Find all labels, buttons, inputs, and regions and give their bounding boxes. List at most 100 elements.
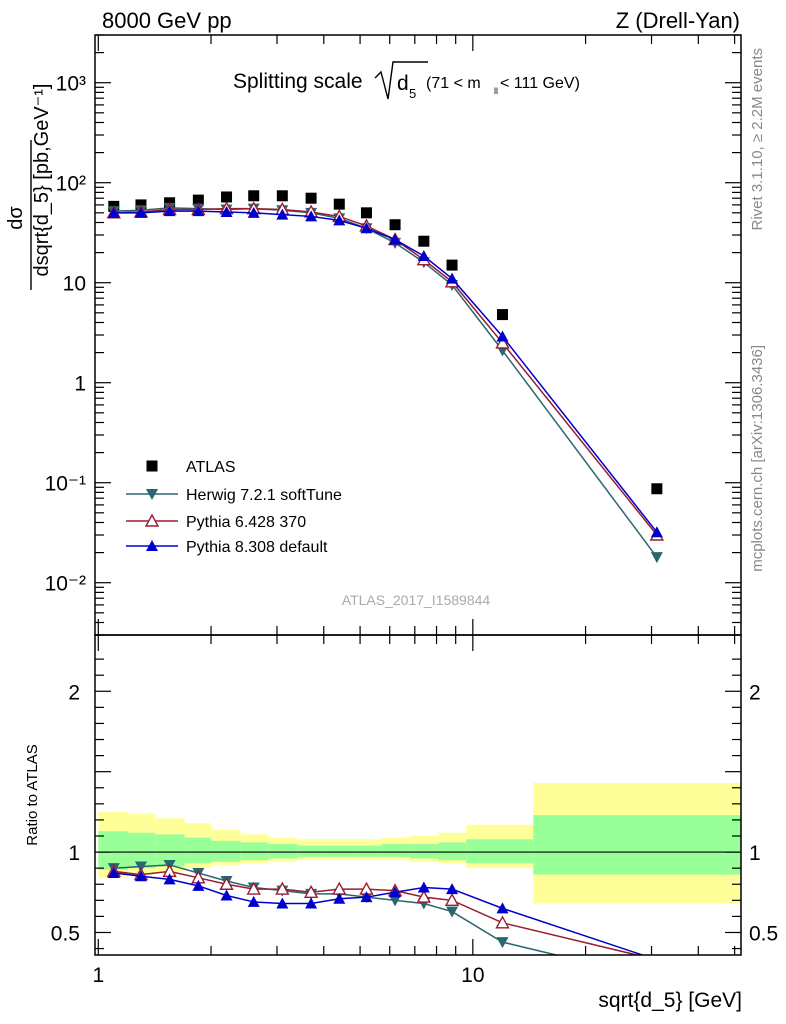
y-tick-label: 10² xyxy=(56,173,86,196)
ratio-point xyxy=(495,915,510,929)
ylabel-denominator: dsqrt{d_5} [pb,GeV⁻¹] xyxy=(31,84,53,277)
mc-point xyxy=(333,214,346,226)
main-line-1 xyxy=(113,207,658,558)
data-point xyxy=(276,190,288,202)
ratio-ylabel: Ratio to ATLAS xyxy=(24,744,41,845)
ratio-uncertainty-bands xyxy=(95,782,741,904)
data-point xyxy=(418,235,430,247)
ratio-point xyxy=(333,892,346,904)
mc-point xyxy=(496,330,509,342)
ratio-point xyxy=(389,895,402,907)
band-inner-bin xyxy=(184,837,212,864)
ratio-point xyxy=(107,866,120,878)
main-ylabel: dσ dsqrt{d_5} [pb,GeV⁻¹] xyxy=(5,84,53,290)
mc-point xyxy=(247,206,260,218)
y-tick-label: 1 xyxy=(74,373,86,396)
data-point xyxy=(360,207,372,219)
title-cut-close: < 111 GeV) xyxy=(500,75,580,92)
mc-point xyxy=(360,222,373,234)
ratio-series-clipped xyxy=(106,859,645,955)
mc-point xyxy=(192,205,205,217)
legend-label: Pythia 8.308 default xyxy=(186,539,328,556)
band-inner-bin xyxy=(438,842,467,861)
data-point xyxy=(192,194,204,206)
mc-point xyxy=(446,272,459,284)
ratio-point xyxy=(389,886,402,898)
ratio-point xyxy=(247,895,260,907)
ratio-y-tick-label-right: 2 xyxy=(749,681,761,704)
legend-label: ATLAS xyxy=(186,459,236,476)
legend-marker xyxy=(146,489,158,500)
ratio-point xyxy=(417,881,430,893)
ratio-y-tick-label: 0.5 xyxy=(51,922,80,945)
ratio-point xyxy=(444,892,460,907)
mc-point xyxy=(276,208,289,220)
band-inner-bin xyxy=(353,845,382,857)
data-point xyxy=(221,191,233,203)
ratio-point xyxy=(220,889,233,901)
ratio-y-tick-label-right: 0.5 xyxy=(749,922,778,945)
ratio-panel-frame xyxy=(94,634,742,956)
mc-point xyxy=(389,233,402,245)
data-point xyxy=(446,259,458,271)
mc-point xyxy=(107,206,120,218)
data-point xyxy=(651,483,663,495)
title-main: Splitting scale xyxy=(233,70,363,93)
data-point xyxy=(389,219,401,231)
ratio-point xyxy=(219,876,234,890)
band-inner-bin xyxy=(466,839,534,864)
ratio-point xyxy=(446,883,459,895)
axes-ticks: 1 10 10⁻² 10⁻¹ 1 10 10² 10³ 0.5 0.5 1 1 2 2 xyxy=(45,34,778,987)
legend-marker xyxy=(146,540,158,551)
ratio-point xyxy=(496,937,509,949)
y-tick-label: 10 xyxy=(63,273,86,296)
ratio-point xyxy=(134,861,147,873)
x-tick-label: 10 xyxy=(461,964,484,987)
legend-marker xyxy=(144,513,160,527)
title-cut-sub: ll xyxy=(494,86,498,96)
mc-point xyxy=(134,206,147,218)
ratio-point xyxy=(276,897,289,909)
data-point xyxy=(305,192,317,204)
ratio-y-tick-label-right: 1 xyxy=(749,842,761,865)
band-inner-bin xyxy=(268,844,298,859)
band-inner-bin xyxy=(533,815,741,875)
ratio-point xyxy=(192,879,205,891)
ratio-y-tick-label: 2 xyxy=(68,681,80,704)
title-cut-open: (71 < m xyxy=(426,75,481,92)
legend-label: Pythia 6.428 370 xyxy=(186,514,306,531)
mc-point xyxy=(417,249,430,261)
mc-point xyxy=(495,335,510,349)
ratio-point xyxy=(275,881,290,895)
ratio-point xyxy=(134,870,147,882)
ratio-point xyxy=(496,902,509,914)
mc-point xyxy=(220,205,233,217)
ratio-point xyxy=(416,889,432,903)
legend: ATLAS Herwig 7.2.1 softTune Pythia 6.428 3… xyxy=(126,459,342,556)
data-point xyxy=(496,309,508,321)
band-inner-bin xyxy=(240,842,269,861)
main-line-3 xyxy=(113,210,658,533)
ylabel-numerator: dσ xyxy=(5,206,27,230)
legend-label: Herwig 7.2.1 softTune xyxy=(186,487,342,504)
sqrt-sign-icon xyxy=(374,61,428,100)
mcplots-label: mcplots.cern.ch [arXiv:1306.3436] xyxy=(749,345,766,572)
ratio-point xyxy=(446,906,459,918)
band-inner-bin xyxy=(325,845,354,857)
ratio-y-tick-label: 1 xyxy=(68,842,80,865)
header-right: Z (Drell-Yan) xyxy=(616,8,740,33)
data-point xyxy=(333,198,345,210)
xlabel: sqrt{d_5} [GeV] xyxy=(598,989,742,1012)
rivet-label: Rivet 3.1.10, ≥ 2.2M events xyxy=(749,48,766,231)
ratio-series xyxy=(106,859,645,955)
band-inner-bin xyxy=(381,844,411,857)
ratio-point xyxy=(305,897,318,909)
mc-point xyxy=(163,205,176,217)
band-inner-bin xyxy=(211,840,241,862)
mc-point xyxy=(650,552,663,564)
y-tick-label: 10³ xyxy=(56,73,86,96)
title-sqrt-sub: 5 xyxy=(409,86,416,101)
legend-marker xyxy=(146,460,158,472)
x-tick-label: 1 xyxy=(92,964,104,987)
